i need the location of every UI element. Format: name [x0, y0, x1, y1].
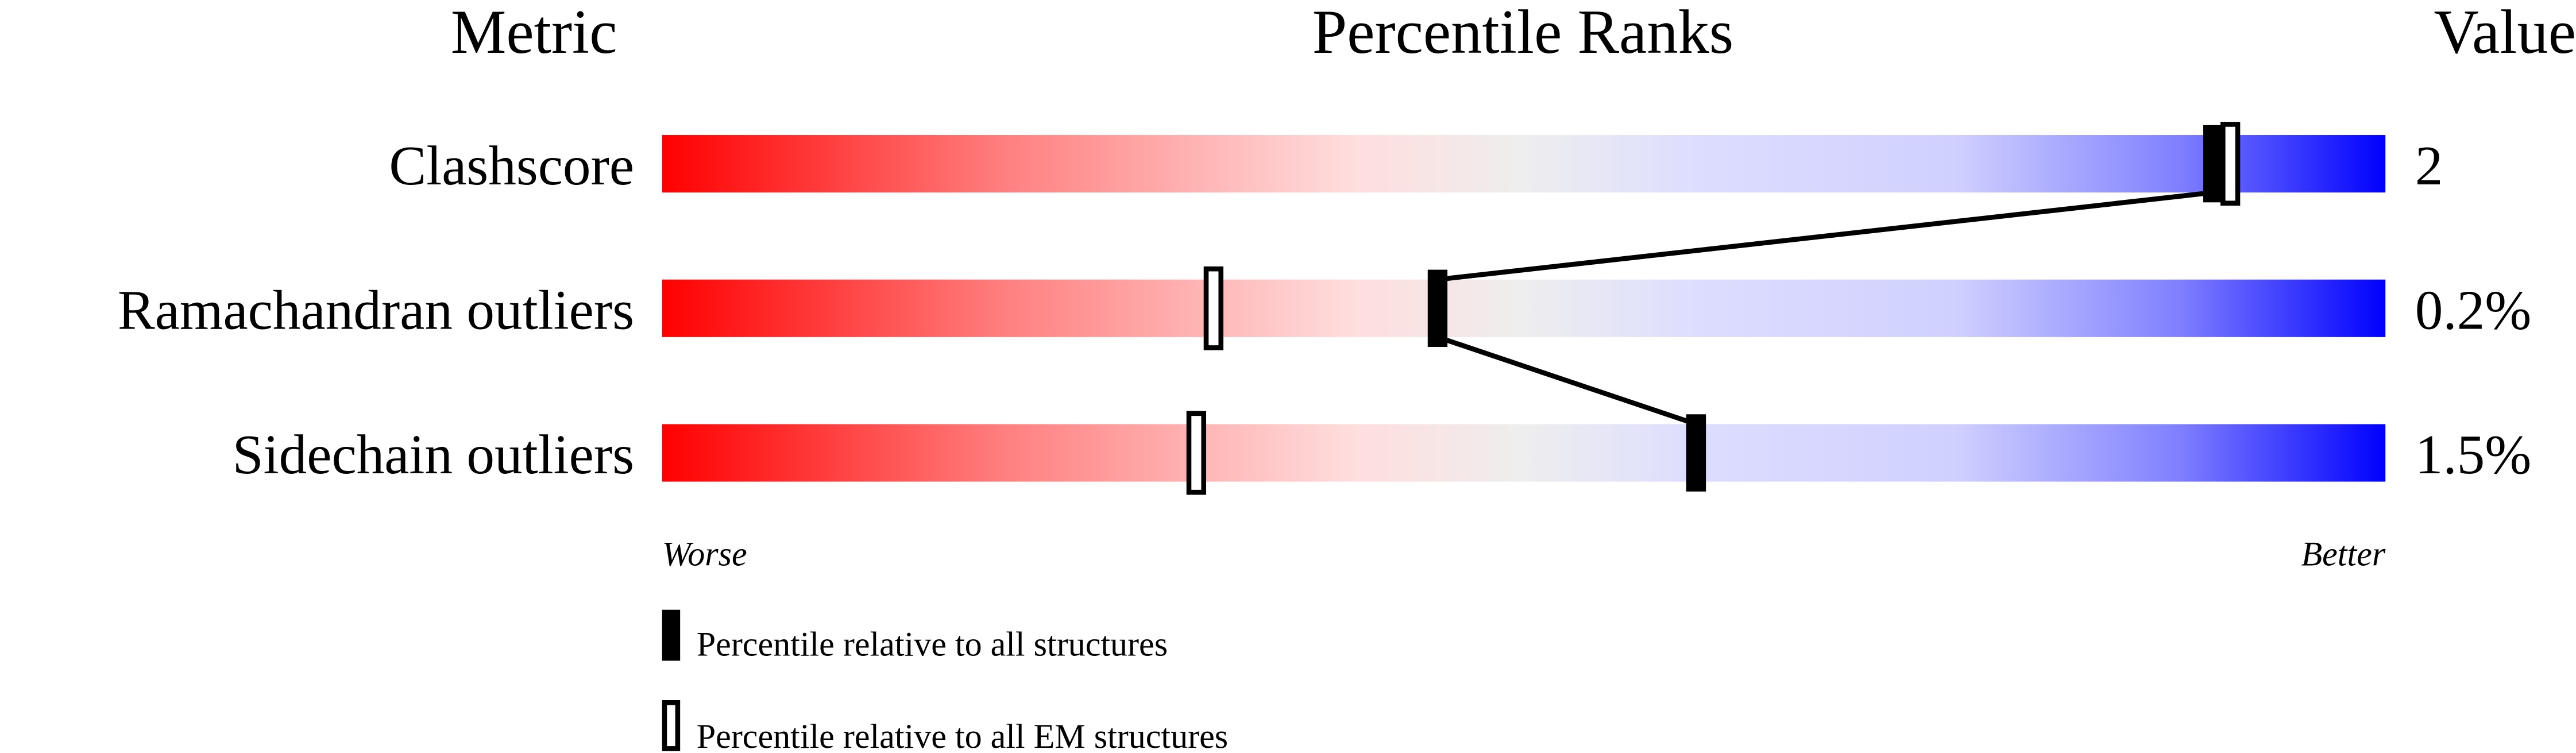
header-metric: Metric [451, 0, 617, 67]
metric-value: 2 [2415, 135, 2443, 197]
em-percentile-marker [1203, 266, 1224, 350]
metric-value: 1.5% [2415, 424, 2532, 486]
percentile-link-line [1436, 334, 1697, 427]
em-percentile-marker [1186, 411, 1207, 495]
percentile-link-line [1437, 190, 2214, 283]
legend-filled-marker-icon [662, 609, 681, 661]
percentile-bar [662, 279, 2386, 337]
legend-open-marker-icon [662, 700, 681, 751]
axis-label-better: Better [2301, 534, 2385, 573]
em-percentile-marker [2220, 122, 2241, 206]
metric-label: Clashscore [389, 135, 634, 197]
metric-value: 0.2% [2415, 280, 2532, 342]
axis-label-worse: Worse [662, 534, 747, 573]
metric-label: Sidechain outliers [233, 424, 635, 486]
legend-label-all: Percentile relative to all structures [697, 625, 1168, 663]
all-percentile-marker [1427, 269, 1448, 347]
header-percentile-ranks: Percentile Ranks [1312, 0, 1733, 67]
legend-label-em: Percentile relative to all EM structures [697, 717, 1228, 753]
header-value: Value [2434, 0, 2576, 67]
all-percentile-marker [1686, 414, 1706, 492]
percentile-bar [662, 135, 2386, 193]
metric-label: Ramachandran outliers [118, 280, 634, 342]
all-percentile-marker [2203, 125, 2223, 203]
percentile-bar [662, 424, 2386, 482]
